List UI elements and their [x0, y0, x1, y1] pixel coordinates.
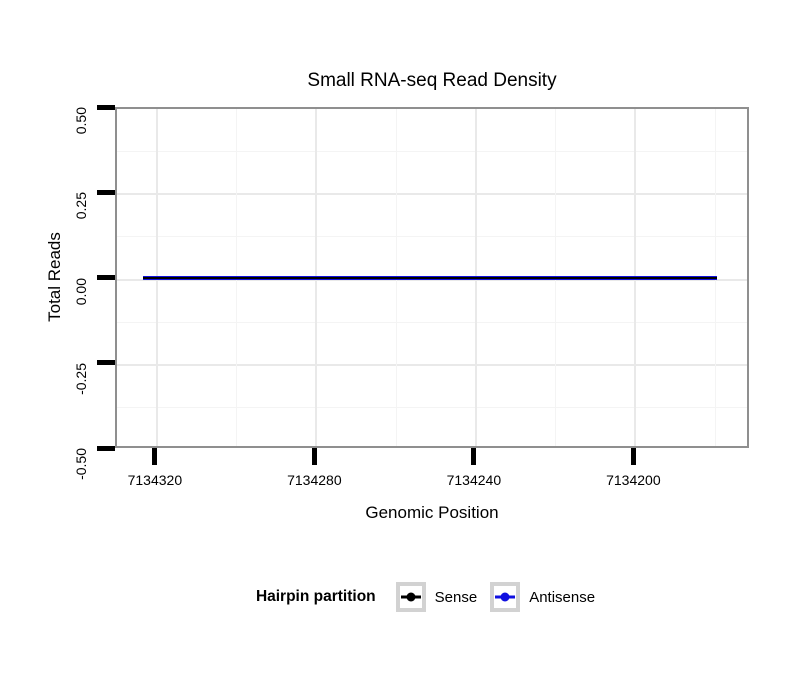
y-tick-label: -0.50: [73, 448, 89, 480]
gridline-minor-h: [117, 236, 747, 238]
x-tick-label: 7134240: [446, 472, 502, 488]
legend-entry-sense: Sense: [395, 582, 478, 612]
y-tick-label: 0.25: [73, 192, 89, 220]
antisense-key-icon: [490, 582, 521, 612]
y-tick-mark: [97, 360, 115, 366]
legend-label-antisense: Antisense: [529, 588, 596, 606]
x-tick-label: 7134280: [287, 472, 342, 488]
y-axis-title: Total Reads: [45, 232, 64, 322]
gridline-major-h: [117, 278, 747, 281]
y-tick-label: 0.00: [73, 277, 89, 305]
x-tick-label: 7134200: [606, 472, 661, 488]
x-tick-mark: [471, 448, 477, 465]
y-tick-mark: [97, 445, 115, 451]
x-tick-mark: [152, 448, 158, 465]
legend-entry-antisense: Antisense: [490, 582, 595, 612]
y-tick-label: 0.50: [73, 107, 89, 135]
gridline-major-h: [117, 193, 747, 196]
y-tick-mark: [97, 104, 115, 110]
gridline-minor-h: [117, 321, 747, 323]
x-tick-label: 7134320: [127, 472, 183, 488]
gridline-minor-h: [117, 151, 747, 153]
x-tick-mark: [630, 448, 636, 465]
legend-label-sense: Sense: [434, 588, 478, 606]
legend: Hairpin partition Sense Antisense: [115, 580, 749, 614]
legend-title: Hairpin partition: [255, 588, 376, 605]
antisense-key-dot: [500, 592, 510, 602]
gridline-major-h: [117, 363, 747, 366]
y-tick-label: -0.25: [73, 362, 89, 395]
gridline-minor-h: [117, 406, 747, 408]
chart-title: Small RNA-seq Read Density: [307, 70, 557, 91]
y-tick-mark: [97, 275, 115, 280]
series-line-sense: [142, 276, 718, 279]
x-tick-mark: [311, 448, 317, 465]
y-tick-mark: [97, 189, 115, 195]
x-axis-title: Genomic Position: [365, 503, 499, 522]
sense-key-icon: [395, 582, 426, 612]
sense-key-dot: [406, 592, 416, 602]
